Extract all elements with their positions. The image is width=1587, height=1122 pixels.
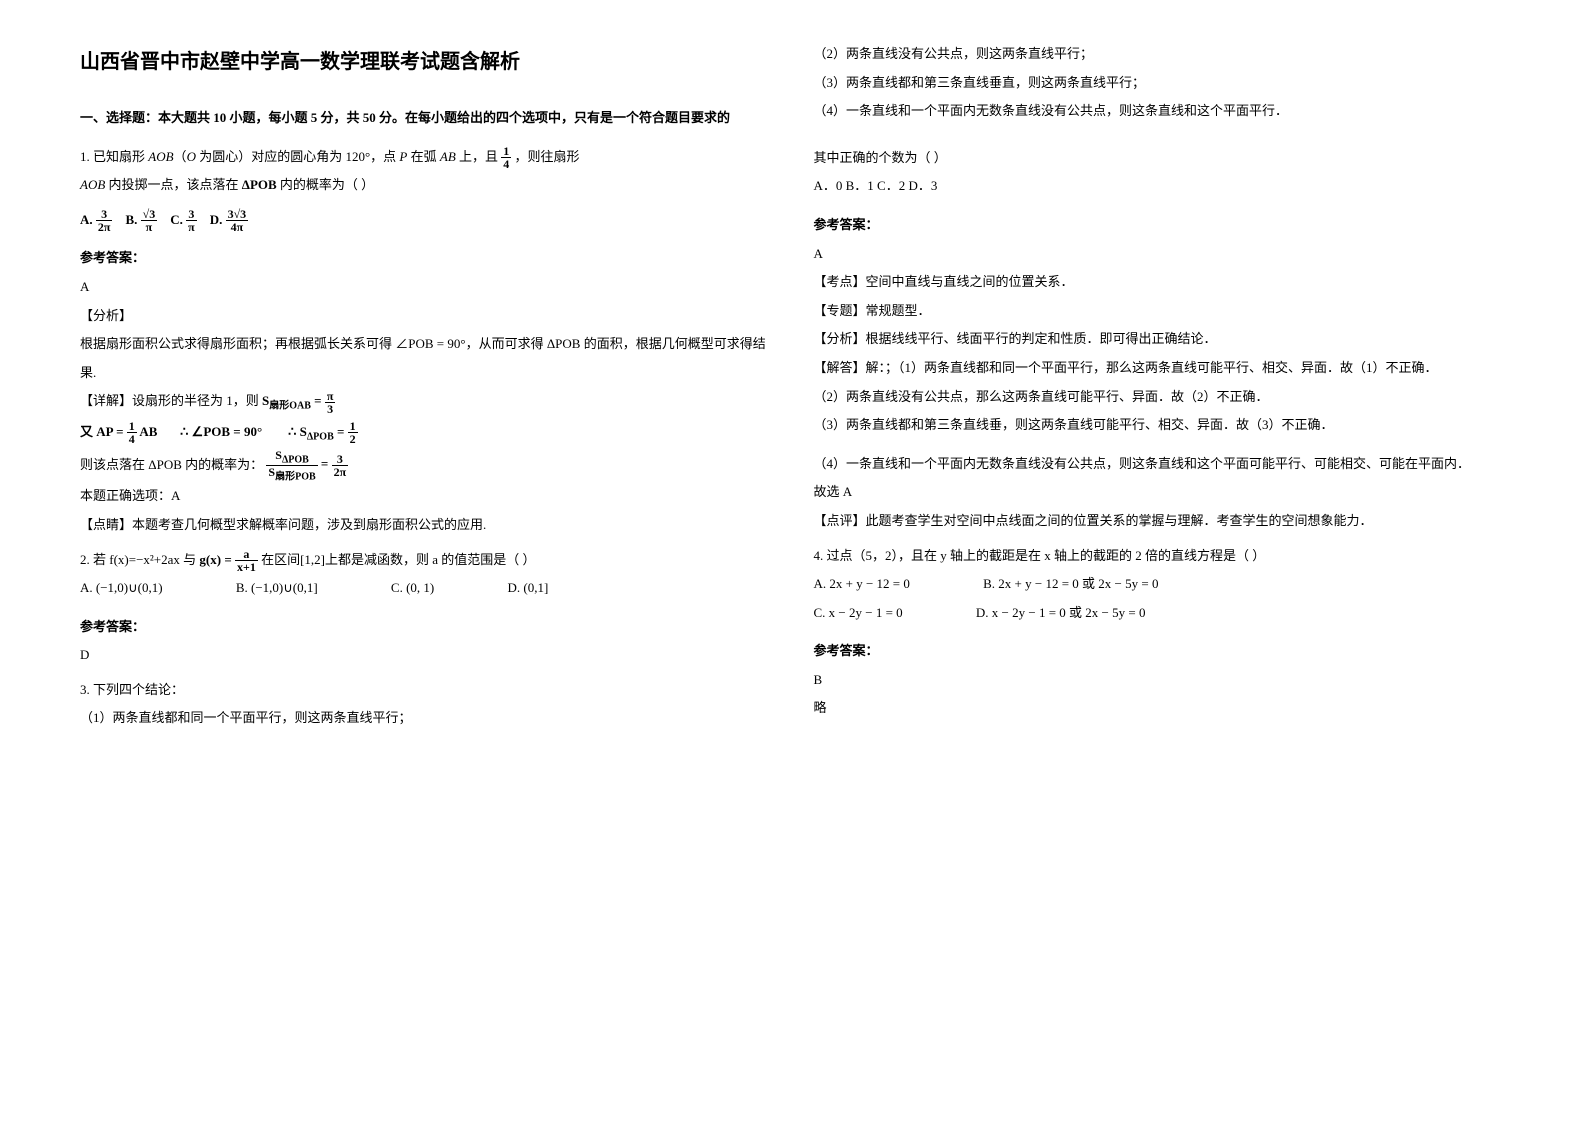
q1-analysis-h: 【分析】 bbox=[80, 302, 774, 331]
q3-c2: （2）两条直线没有公共点，则这两条直线平行； bbox=[814, 40, 1508, 69]
q1-dianjing: 【点睛】本题考查几何概型求解概率问题，涉及到扇形面积公式的应用. bbox=[80, 511, 774, 540]
q3-jd1: 【解答】解：；（1）两条直线都和同一个平面平行，那么这两条直线可能平行、相交、异… bbox=[814, 354, 1508, 383]
q1-aob2: AOB bbox=[80, 177, 105, 192]
q1-stem-a: 1. 已知扇形 bbox=[80, 149, 148, 164]
q3-ans: A bbox=[814, 240, 1508, 269]
q1-detail-l3-frac: SΔPOBS扇形POB = 32π bbox=[266, 456, 348, 471]
q1-analysis: 根据扇形面积公式求得扇形面积；再根据弧长关系可得 ∠POB = 90°，从而可求… bbox=[80, 330, 774, 387]
q1-optD-den: 4π bbox=[226, 221, 249, 233]
q2-ref: 参考答案： bbox=[80, 613, 774, 642]
q1-stem-f: ，则往扇形 bbox=[515, 149, 580, 164]
q3-c4: （4）一条直线和一个平面内无数条直线没有公共点，则这条直线和这个平面平行． bbox=[814, 97, 1508, 126]
q1-optD-pre: D. bbox=[210, 212, 226, 227]
q4-optA: A. 2x + y − 12 = 0 bbox=[814, 570, 910, 599]
q2-optD: D. (0,1] bbox=[508, 574, 549, 603]
q1-answer: A bbox=[80, 273, 774, 302]
q3-kd: 【考点】空间中直线与直线之间的位置关系． bbox=[814, 268, 1508, 297]
q1-stem-b: （ bbox=[174, 149, 187, 164]
q4-optC: C. x − 2y − 1 = 0 bbox=[814, 599, 903, 628]
q3-gx: 故选 A bbox=[814, 478, 1508, 507]
q1-optA-den: 2π bbox=[96, 221, 113, 233]
q1-correct: 本题正确选项：A bbox=[80, 482, 774, 511]
q3-jd3: （3）两条直线都和第三条直线垂，则这两条直线可能平行、相交、异面．故（3）不正确… bbox=[814, 411, 1508, 440]
q1-optC-pre: C. bbox=[170, 212, 186, 227]
q1-aob: AOB bbox=[148, 149, 173, 164]
q4-ans: B bbox=[814, 666, 1508, 695]
q1-stem-c: 为圆心）对应的圆心角为 120°，点 bbox=[196, 149, 399, 164]
q1-detail-line3: 则该点落在 ΔPOB 内的概率为： SΔPOBS扇形POB = 32π bbox=[80, 449, 774, 483]
q2-stem-a: 2. 若 f(x)=−x²+2ax 与 bbox=[80, 552, 199, 567]
q4-stem: 4. 过点（5，2），且在 y 轴上的截距是在 x 轴上的截距的 2 倍的直线方… bbox=[814, 542, 1508, 571]
q1-detail-h: 【详解】设扇形的半径为 1，则 bbox=[80, 393, 262, 408]
spacer2 bbox=[814, 440, 1508, 450]
question-4: 4. 过点（5，2），且在 y 轴上的截距是在 x 轴上的截距的 2 倍的直线方… bbox=[814, 542, 1508, 724]
q3-opts: A．0 B．1 C．2 D．3 bbox=[814, 172, 1508, 201]
q3-jd4: （4）一条直线和一个平面内无数条直线没有公共点，则这条直线和这个平面可能平行、可… bbox=[814, 450, 1508, 479]
page-title: 山西省晋中市赵壁中学高一数学理联考试题含解析 bbox=[80, 40, 774, 84]
spacer bbox=[814, 126, 1508, 144]
q1-detail-l2a: 又 bbox=[80, 424, 96, 439]
q1-dpob: ΔPOB bbox=[242, 177, 277, 192]
q1-optC-den: π bbox=[186, 221, 197, 233]
exam-page: 山西省晋中市赵壁中学高一数学理联考试题含解析 一、选择题：本大题共 10 小题，… bbox=[0, 0, 1587, 1122]
question-3-head: 3. 下列四个结论： （1）两条直线都和同一个平面平行，则这两条直线平行； bbox=[80, 676, 774, 733]
q3-fx: 【分析】根据线线平行、线面平行的判定和性质．即可得出正确结论． bbox=[814, 325, 1508, 354]
q1-detail-line2: 又 AP = 14 AB ∴ ∠POB = 90° ∴ SΔPOB = 12 bbox=[80, 418, 774, 449]
right-column: （2）两条直线没有公共点，则这两条直线平行； （3）两条直线都和第三条直线垂直，… bbox=[794, 40, 1528, 1082]
q1-optA-pre: A. bbox=[80, 212, 96, 227]
q1-stem-d: 在弧 bbox=[407, 149, 440, 164]
q3-jd2: （2）两条直线没有公共点，那么这两条直线可能平行、异面．故（2）不正确． bbox=[814, 383, 1508, 412]
q4-optD: D. x − 2y − 1 = 0 或 2x − 5y = 0 bbox=[976, 599, 1146, 628]
q3-ask: 其中正确的个数为（ ） bbox=[814, 144, 1508, 173]
q1-stem-g: 内投掷一点，该点落在 bbox=[105, 177, 242, 192]
q4-options-row2: C. x − 2y − 1 = 0 D. x − 2y − 1 = 0 或 2x… bbox=[814, 599, 1508, 628]
q3-zt: 【专题】常规题型． bbox=[814, 297, 1508, 326]
question-2: 2. 若 f(x)=−x²+2ax 与 g(x) = ax+1 在区间[1,2]… bbox=[80, 546, 774, 670]
q3-stem: 3. 下列四个结论： bbox=[80, 676, 774, 705]
q1-stem-e: 上，且 bbox=[456, 149, 502, 164]
q2-answer: D bbox=[80, 641, 774, 670]
q1-detail: 【详解】设扇形的半径为 1，则 S扇形OAB = π3 bbox=[80, 387, 774, 418]
q2-options: A. (−1,0)∪(0,1) B. (−1,0)∪(0,1] C. (0, 1… bbox=[80, 574, 774, 603]
q2-optA: A. (−1,0)∪(0,1) bbox=[80, 574, 163, 603]
q1-optB-pre: B. bbox=[125, 212, 140, 227]
q1-ab: AB bbox=[440, 149, 456, 164]
q3-c3: （3）两条直线都和第三条直线垂直，则这两条直线平行； bbox=[814, 69, 1508, 98]
section-heading: 一、选择题：本大题共 10 小题，每小题 5 分，共 50 分。在每小题给出的四… bbox=[80, 104, 774, 133]
q3-dp: 【点评】此题考查学生对空间中点线面之间的位置关系的掌握与理解．考查学生的空间想象… bbox=[814, 507, 1508, 536]
q1-options: A. 32π B. √3π C. 3π D. 3√34π bbox=[80, 206, 774, 235]
q1-formula-ap: 14 bbox=[501, 149, 514, 164]
q1-ref: 参考答案： bbox=[80, 244, 774, 273]
left-column: 山西省晋中市赵壁中学高一数学理联考试题含解析 一、选择题：本大题共 10 小题，… bbox=[60, 40, 794, 1082]
q1-optB-den: π bbox=[141, 221, 158, 233]
q3-ref: 参考答案： bbox=[814, 211, 1508, 240]
q3-c1: （1）两条直线都和同一个平面平行，则这两条直线平行； bbox=[80, 704, 774, 733]
q2-optC: C. (0, 1) bbox=[391, 574, 434, 603]
q1-detail-f1: S扇形OAB = π3 bbox=[262, 393, 335, 408]
q2-gx: g(x) = ax+1 bbox=[199, 552, 257, 567]
q4-optB: B. 2x + y − 12 = 0 或 2x − 5y = 0 bbox=[983, 570, 1158, 599]
q1-detail-l3-text: 则该点落在 ΔPOB 内的概率为： bbox=[80, 456, 266, 471]
q1-stem-h: 内的概率为（ ） bbox=[277, 177, 375, 192]
q2-stem-b: 在区间[1,2]上都是减函数，则 a 的值范围是（ ） bbox=[261, 552, 535, 567]
q4-lue: 略 bbox=[814, 694, 1508, 723]
q4-ref: 参考答案： bbox=[814, 637, 1508, 666]
q4-options-row1: A. 2x + y − 12 = 0 B. 2x + y − 12 = 0 或 … bbox=[814, 570, 1508, 599]
question-1: 1. 已知扇形 AOB（O 为圆心）对应的圆心角为 120°，点 P 在弧 AB… bbox=[80, 143, 774, 540]
q2-optB: B. (−1,0)∪(0,1] bbox=[236, 574, 318, 603]
q1-o: O bbox=[187, 149, 196, 164]
